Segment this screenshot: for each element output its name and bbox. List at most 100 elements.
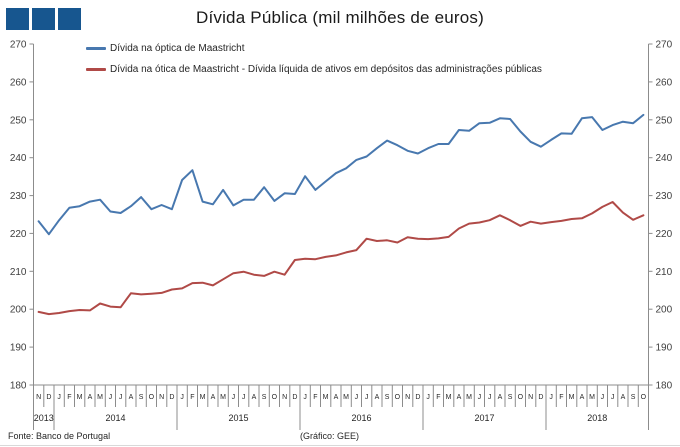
year-tick-label: 2017 [474,413,494,423]
logo [6,8,81,30]
logo-square-icon [58,8,81,30]
month-tick-label: J [365,394,369,401]
month-tick-label: F [436,394,440,401]
month-tick-label: A [375,394,380,401]
series-line-liquida [37,201,645,316]
month-tick-label: O [149,394,155,401]
series-line-maastricht [37,113,645,236]
month-tick-label: D [538,394,543,401]
month-tick-label: A [457,394,462,401]
month-tick-label: J [232,394,236,401]
month-tick-label: S [631,394,636,401]
month-tick-label: S [385,394,390,401]
month-tick-label: D [169,394,174,401]
month-tick-label: J [109,394,113,401]
month-tick-label: J [549,394,553,401]
year-tick-label: 2018 [587,413,607,423]
month-tick-label: M [323,394,329,401]
month-tick-label: M [77,394,83,401]
month-tick-label: M [446,394,452,401]
legend-label: Dívida na óptica de Maastricht [110,42,245,54]
month-tick-label: J [303,394,307,401]
page-title: Dívida Pública (mil milhões de euros) [195,8,484,27]
month-tick-label: O [641,394,647,401]
month-tick-label: J [57,394,61,401]
y-tick-label: 270 [10,40,27,51]
legend-item-maastricht-liquida: Dívida na ótica de Maastricht - Dívida l… [86,62,542,76]
legend-label: Dívida na ótica de Maastricht - Dívida l… [110,63,542,75]
y-tick-label: 260 [656,77,673,88]
source-note: Fonte: Banco de Portugal [8,431,111,441]
credit-note: (Gráfico: GEE) [300,431,360,441]
month-tick-label: J [478,394,482,401]
month-tick-label: J [611,394,615,401]
month-tick-label: A [498,394,503,401]
month-tick-label: J [488,394,492,401]
month-tick-label: M [569,394,575,401]
y-tick-label: 260 [10,77,27,88]
month-tick-label: J [180,394,184,401]
year-tick-label: 2015 [228,413,248,423]
month-tick-label: N [528,394,533,401]
month-tick-label: A [252,394,257,401]
month-tick-label: F [313,394,317,401]
month-tick-label: N [159,394,164,401]
y-tick-label: 210 [656,267,673,278]
y-tick-label: 270 [656,40,673,51]
month-tick-label: D [46,394,51,401]
y-tick-label: 200 [656,305,673,316]
month-tick-label: A [334,394,339,401]
month-tick-label: N [405,394,410,401]
y-axis: 180 180 190 190 200 200 210 210 220 220 230 230 240 2… [10,40,673,392]
legend-blue-line-icon [86,46,106,50]
bottom-divider [0,445,680,446]
month-tick-label: N [282,394,287,401]
legend-item-maastricht: Dívida na óptica de Maastricht [86,41,542,55]
legend: Dívida na óptica de Maastricht Dívida na… [86,41,542,83]
month-tick-label: O [518,394,524,401]
year-tick-label: 2013 [34,413,54,423]
month-tick-label: D [292,394,297,401]
y-tick-label: 180 [656,381,673,392]
y-tick-label: 240 [656,153,673,164]
month-tick-label: S [262,394,267,401]
month-tick-label: M [343,394,349,401]
month-tick-label: N [36,394,41,401]
month-tick-label: F [559,394,563,401]
y-tick-label: 230 [656,191,673,202]
logo-square-icon [6,8,29,30]
month-tick-label: M [589,394,595,401]
y-tick-label: 190 [656,343,673,354]
month-tick-label: S [139,394,144,401]
y-tick-label: 250 [656,115,673,126]
logo-square-icon [32,8,55,30]
y-tick-label: 250 [10,115,27,126]
y-tick-label: 240 [10,153,27,164]
month-tick-label: M [466,394,472,401]
y-tick-label: 220 [10,229,27,240]
y-tick-label: 210 [10,267,27,278]
month-tick-label: F [67,394,71,401]
month-tick-label: D [415,394,420,401]
legend-red-line-icon [86,67,106,71]
month-tick-label: O [395,394,401,401]
y-tick-label: 230 [10,191,27,202]
month-tick-label: J [601,394,605,401]
month-tick-label: J [119,394,123,401]
y-tick-label: 180 [10,381,27,392]
month-tick-label: A [621,394,626,401]
month-tick-label: A [88,394,93,401]
month-tick-label: F [190,394,194,401]
year-tick-label: 2014 [105,413,125,423]
month-tick-label: M [220,394,226,401]
y-tick-label: 190 [10,343,27,354]
year-tick-label: 2016 [351,413,371,423]
month-tick-label: O [272,394,278,401]
month-tick-label: A [580,394,585,401]
month-tick-label: J [426,394,430,401]
month-tick-label: M [200,394,206,401]
month-tick-label: M [97,394,103,401]
